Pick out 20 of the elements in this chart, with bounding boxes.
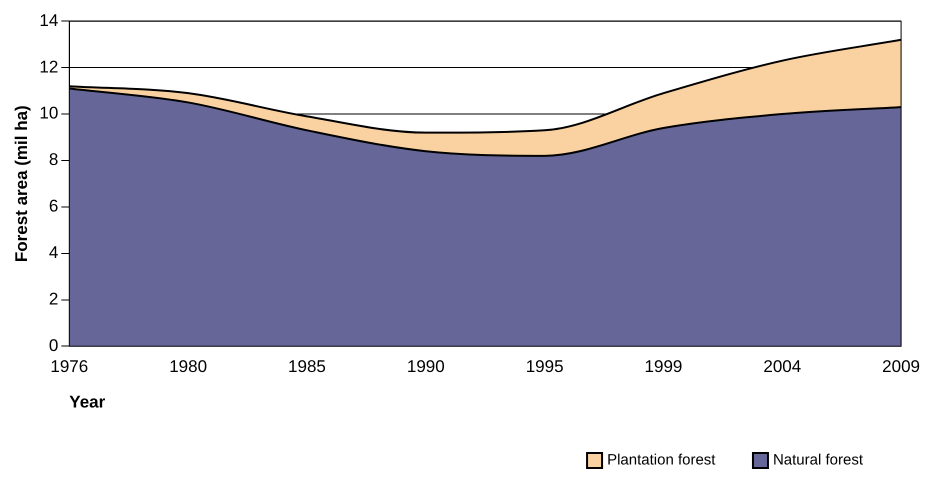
x-tick-label: 1985 [288, 357, 326, 376]
y-tick-label: 0 [48, 336, 58, 355]
y-tick-label: 2 [48, 289, 58, 308]
x-tick-label: 1990 [406, 357, 445, 376]
x-tick-label: 1995 [526, 357, 564, 376]
y-tick-label: 8 [48, 150, 58, 170]
x-tick-label: 1980 [169, 357, 208, 376]
x-axis-title: Year [69, 392, 106, 412]
y-tick-label: 12 [39, 57, 58, 76]
y-tick-label: 10 [39, 104, 58, 123]
y-tick-label: 14 [39, 10, 58, 30]
legend-label: Natural forest [772, 452, 864, 469]
y-tick-label: 6 [48, 196, 58, 216]
x-tick-label: 2004 [763, 357, 802, 376]
y-axis-title: Forest area (mil ha) [12, 105, 31, 262]
x-tick-label: 2009 [882, 357, 920, 376]
y-tick-label: 4 [48, 243, 58, 262]
legend-label: Plantation forest [607, 452, 716, 469]
x-tick-label: 1976 [50, 357, 88, 376]
x-tick-label: 1999 [644, 357, 682, 376]
